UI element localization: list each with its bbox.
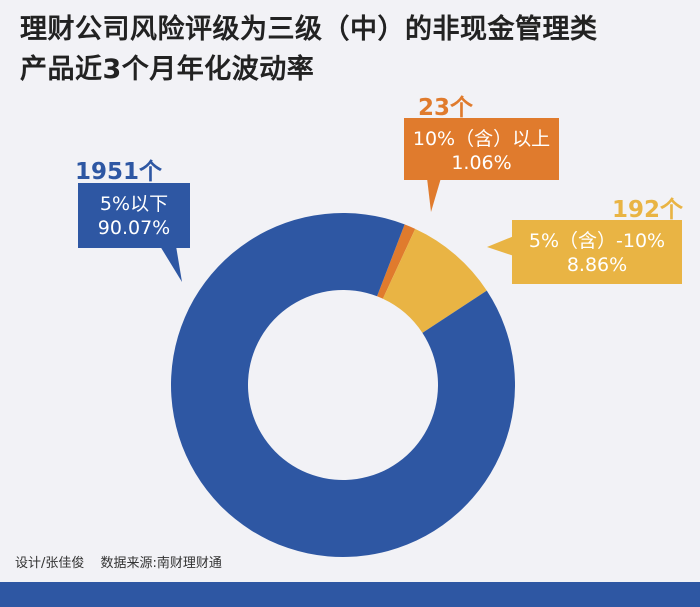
count-label-yellow: 192个 [612,197,684,223]
chart-title-line-2: 产品近3个月年化波动率 [20,54,315,85]
donut-slice-2 [382,228,487,333]
callout-pointers [160,178,514,282]
pointer-blue [160,246,182,282]
callout-orange-percent: 1.06% [451,152,512,174]
chart-title: 理财公司风险评级为三级（中）的非现金管理类 产品近3个月年化波动率 [20,10,680,90]
bottom-bar [0,582,700,607]
count-label-blue: 1951个 [75,159,163,185]
donut-slice-1 [377,224,416,299]
count-label-orange: 23个 [418,95,474,121]
callout-yellow-category: 5%（含）-10% [528,230,666,252]
pointer-yellow [487,236,514,256]
pointer-orange [427,178,441,212]
callout-blue-percent: 90.07% [97,217,171,239]
callout-yellow-percent: 8.86% [566,254,628,276]
callout-blue-category: 5%以下 [99,193,169,215]
footer-credits: 设计/张佳俊 数据来源:南财理财通 [15,552,234,571]
callout-orange-category: 10%（含）以上 [412,128,551,150]
footer-designer: 设计/张佳俊 [15,556,85,571]
footer-source: 数据来源:南财理财通 [100,556,222,571]
donut-slice-0 [171,212,515,558]
donut-slices [171,212,515,558]
callout-blue: 5%以下 90.07% [78,183,190,248]
callout-orange: 10%（含）以上 1.06% [404,118,559,180]
chart-title-line-1: 理财公司风险评级为三级（中）的非现金管理类 [20,14,598,45]
callout-yellow: 5%（含）-10% 8.86% [512,220,682,284]
